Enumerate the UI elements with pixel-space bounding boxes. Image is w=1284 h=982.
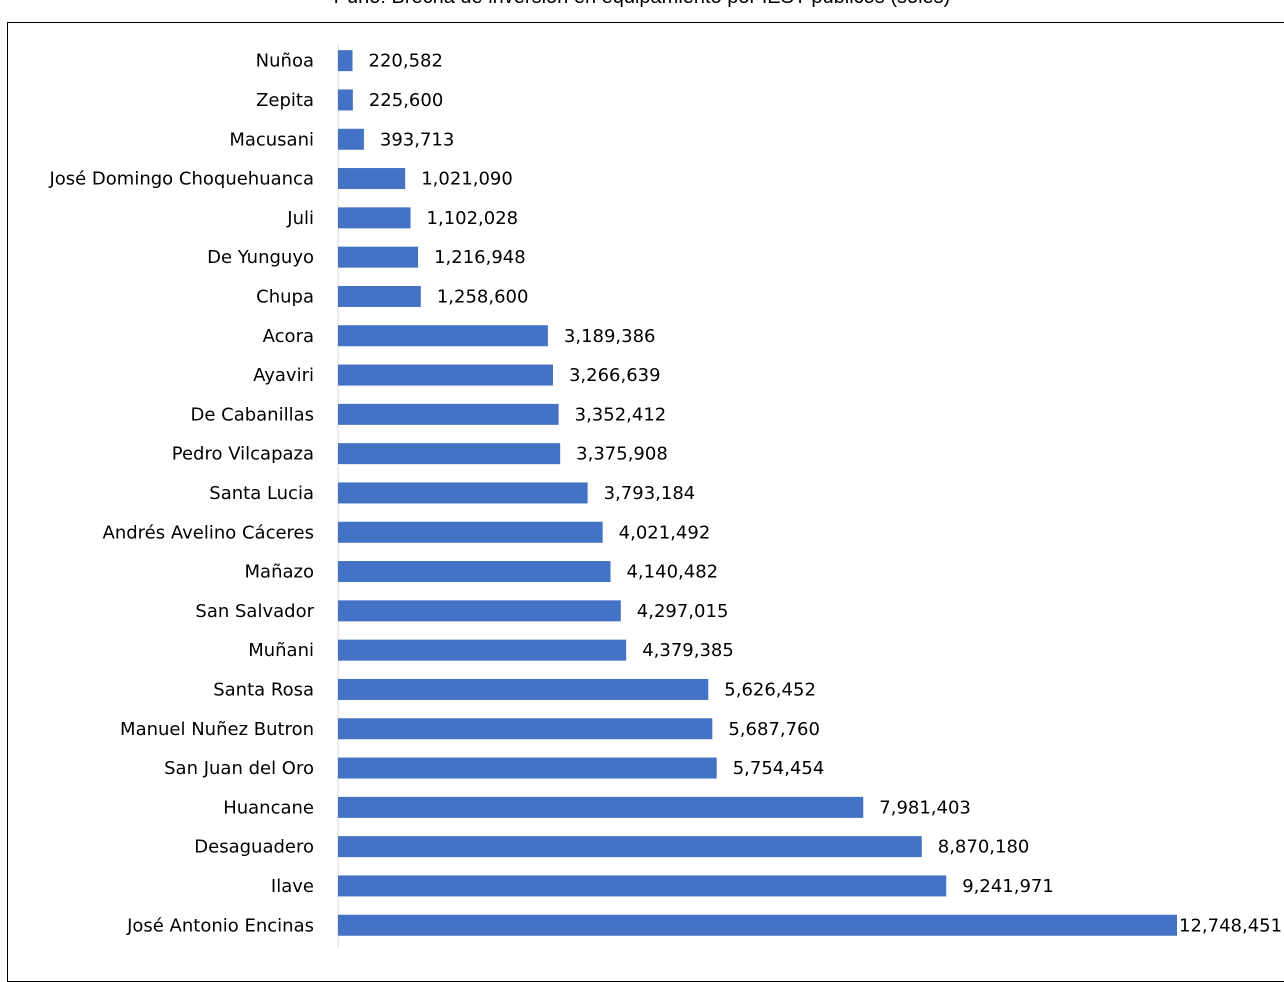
category-label: Nuñoa [256,51,314,72]
bar [338,443,561,465]
bar [338,246,419,268]
category-label: Pedro Vilcapaza [172,444,314,465]
category-label: Manuel Nuñez Butron [120,719,314,740]
data-label: 1,258,600 [437,286,529,307]
category-label: Juli [286,208,314,229]
data-label: 1,021,090 [421,169,513,190]
bar [338,600,621,622]
bar [338,128,364,150]
category-label: San Juan del Oro [164,758,314,779]
data-label: 3,793,184 [604,483,696,504]
bar [338,875,947,897]
category-label: Mañazo [245,562,314,583]
data-label: 220,582 [369,51,443,72]
data-label: 8,870,180 [938,837,1030,858]
category-label: José Domingo Choquehuanca [48,169,314,190]
data-label: 5,626,452 [724,679,816,700]
data-label: 4,379,385 [642,640,734,661]
data-label: 9,241,971 [962,876,1054,897]
category-label: Huancane [223,797,314,818]
category-label: Andrés Avelino Cáceres [103,522,314,543]
category-label: Zepita [256,90,314,111]
data-label: 7,981,403 [879,797,971,818]
category-label: Chupa [256,286,314,307]
category-label: De Cabanillas [190,404,314,425]
data-label: 4,021,492 [619,522,711,543]
data-label: 1,216,948 [434,247,526,268]
bar [338,521,603,543]
category-label: Ilave [271,876,314,897]
bar [338,482,588,504]
bar [338,561,611,583]
data-label: 3,189,386 [564,326,656,347]
category-label: San Salvador [195,601,314,622]
category-label: Muñani [248,640,314,661]
bar [338,325,548,347]
bar [338,836,922,858]
data-label: 3,352,412 [575,404,667,425]
bar [338,718,713,740]
category-label: Santa Lucia [209,483,314,504]
bar [338,89,353,111]
category-label: Santa Rosa [213,679,314,700]
bar [338,168,406,190]
bar [338,207,411,229]
bar [338,364,553,386]
data-label: 3,375,908 [576,444,668,465]
data-label: 12,748,451 [1179,915,1282,936]
data-label: 3,266,639 [569,365,661,386]
data-label: 1,102,028 [427,208,519,229]
data-label: 393,713 [380,129,454,150]
category-label: José Antonio Encinas [126,915,314,936]
bar [338,914,1177,936]
bar [338,50,353,72]
bar [338,678,709,700]
category-label: De Yunguyo [207,247,314,268]
chart-title: Puno: Brecha de inversión en equipamient… [0,0,1284,9]
data-label: 5,754,454 [733,758,825,779]
category-label: Ayaviri [253,365,314,386]
category-label: Acora [263,326,314,347]
data-label: 225,600 [369,90,443,111]
bar [338,403,559,425]
data-label: 5,687,760 [728,719,820,740]
category-label: Macusani [229,129,314,150]
data-label: 4,297,015 [637,601,729,622]
bar [338,757,717,779]
bar [338,796,864,818]
category-label: Desaguadero [194,837,314,858]
data-label: 4,140,482 [626,562,718,583]
bar [338,285,421,307]
bar [338,639,627,661]
